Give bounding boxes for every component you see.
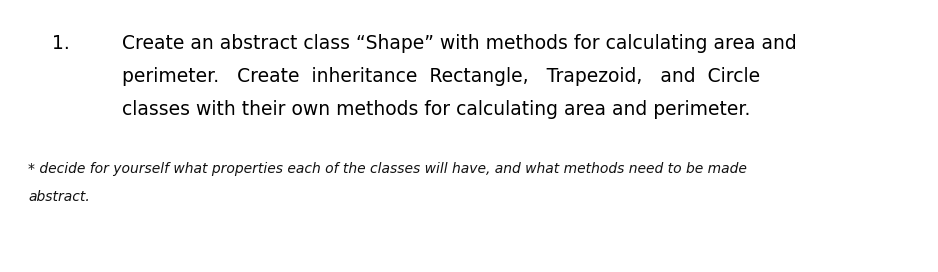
Text: perimeter.   Create  inheritance  Rectangle,   Trapezoid,   and  Circle: perimeter. Create inheritance Rectangle,… — [122, 67, 760, 86]
Text: 1.: 1. — [52, 34, 69, 53]
Text: classes with their own methods for calculating area and perimeter.: classes with their own methods for calcu… — [122, 100, 750, 119]
Text: * decide for yourself what properties each of the classes will have, and what me: * decide for yourself what properties ea… — [28, 162, 747, 176]
Text: Create an abstract class “Shape” with methods for calculating area and: Create an abstract class “Shape” with me… — [122, 34, 796, 53]
Text: abstract.: abstract. — [28, 190, 90, 204]
